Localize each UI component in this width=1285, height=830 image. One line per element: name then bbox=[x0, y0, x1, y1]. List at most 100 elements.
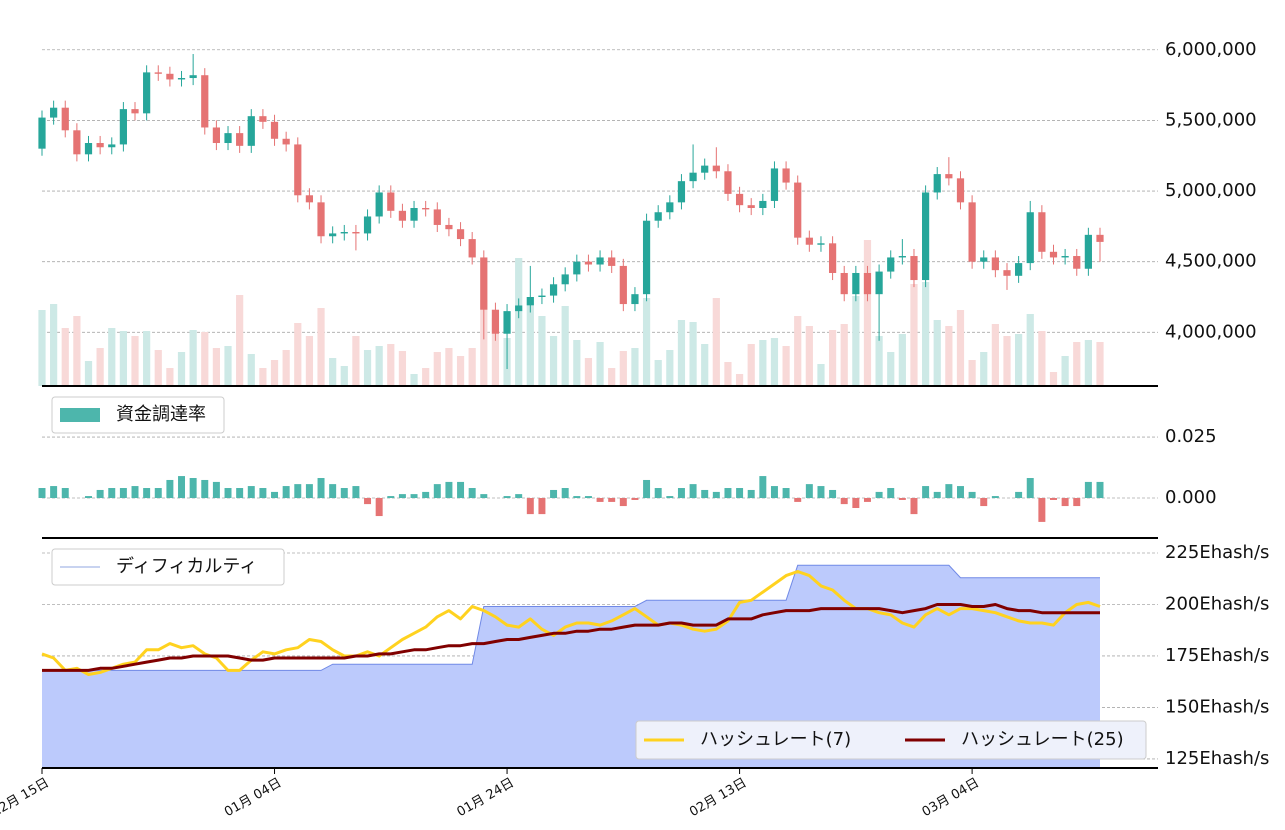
funding-bar bbox=[1015, 491, 1023, 499]
y-tick-label: 0.000 bbox=[1165, 487, 1217, 508]
candle-body bbox=[96, 143, 104, 148]
legend-label: ハッシュレート(7) bbox=[700, 729, 851, 750]
volume-bar bbox=[526, 306, 534, 386]
candle-body bbox=[782, 168, 790, 183]
volume-bar bbox=[50, 304, 58, 386]
funding-bar bbox=[433, 484, 441, 499]
funding-bar bbox=[643, 479, 651, 499]
volume-bar bbox=[794, 316, 802, 386]
volume-bar bbox=[922, 282, 930, 386]
funding-bar bbox=[422, 491, 430, 499]
funding-bar bbox=[375, 498, 383, 517]
volume-bar bbox=[422, 368, 430, 386]
hashrate-line bbox=[41, 570, 1101, 676]
funding-bar bbox=[410, 494, 418, 499]
volume-bar bbox=[468, 348, 476, 386]
legend-swatch bbox=[60, 408, 100, 422]
candle-body bbox=[956, 178, 965, 203]
volume-bar bbox=[1038, 331, 1046, 386]
funding-bar bbox=[526, 498, 534, 515]
volume-bar bbox=[143, 331, 151, 386]
volume-bar bbox=[201, 332, 209, 386]
difficulty-area bbox=[42, 565, 1100, 768]
candle-body bbox=[422, 208, 430, 210]
funding-bar bbox=[364, 498, 372, 505]
volume-bar bbox=[154, 350, 162, 386]
candle-body bbox=[177, 78, 186, 80]
funding-bar bbox=[712, 491, 720, 499]
volume-bar bbox=[247, 354, 255, 386]
volume-bar bbox=[631, 348, 639, 386]
candle-body bbox=[212, 127, 220, 144]
y-tick-label: 5,500,000 bbox=[1165, 109, 1257, 130]
hashrate-line bbox=[42, 603, 1100, 672]
funding-bar bbox=[852, 498, 860, 509]
funding-bar bbox=[980, 498, 988, 507]
candle-body bbox=[549, 284, 558, 296]
candle-body bbox=[759, 200, 767, 208]
funding-bar bbox=[863, 498, 871, 502]
funding-bar bbox=[619, 498, 627, 507]
funding-bar bbox=[1061, 498, 1069, 507]
candle-body bbox=[887, 257, 895, 272]
legend-box bbox=[51, 548, 285, 586]
funding-bar bbox=[968, 491, 976, 499]
candle-body bbox=[329, 233, 337, 237]
funding-bar bbox=[538, 498, 546, 515]
candle-body bbox=[968, 202, 976, 262]
volume-bar bbox=[933, 320, 941, 386]
candle-body bbox=[701, 165, 709, 173]
volume-bar bbox=[387, 344, 395, 386]
candle-body bbox=[456, 229, 465, 240]
candle-body bbox=[828, 243, 837, 273]
candle-body bbox=[352, 232, 360, 234]
volume-bar bbox=[166, 368, 174, 386]
volume-bar bbox=[96, 348, 104, 386]
candle-body bbox=[317, 202, 325, 237]
funding-bar bbox=[945, 484, 953, 499]
y-tick-label: 225Ehash/s bbox=[1165, 542, 1269, 563]
volume-bar bbox=[1061, 356, 1069, 386]
candle-body bbox=[526, 297, 534, 306]
volume-bar bbox=[770, 338, 779, 386]
funding-bar bbox=[457, 481, 465, 499]
volume-bar bbox=[863, 240, 872, 386]
legend-label: ハッシュレート(25) bbox=[961, 729, 1124, 750]
candle-body bbox=[596, 257, 604, 265]
volume-bar bbox=[363, 350, 372, 386]
candle-body bbox=[1084, 234, 1092, 269]
funding-bar bbox=[224, 488, 232, 499]
funding-bar bbox=[608, 498, 616, 502]
volume-bar bbox=[968, 360, 976, 386]
volume-bar bbox=[329, 358, 337, 386]
volume-bar bbox=[352, 336, 360, 386]
candle-body bbox=[84, 143, 93, 155]
volume-bar bbox=[642, 298, 651, 386]
candle-body bbox=[712, 165, 720, 172]
candle-body bbox=[73, 130, 81, 155]
candle-body bbox=[573, 261, 581, 275]
volume-bar bbox=[747, 344, 755, 386]
funding-bar bbox=[817, 486, 825, 499]
volume-bar bbox=[724, 362, 732, 386]
funding-bar bbox=[1026, 478, 1034, 499]
candle-body bbox=[38, 117, 46, 149]
candle-body bbox=[875, 271, 883, 295]
funding-bar bbox=[38, 488, 46, 499]
volume-bar bbox=[61, 328, 69, 386]
candle-body bbox=[689, 172, 697, 182]
legend-box bbox=[635, 720, 1147, 760]
funding-bar bbox=[247, 486, 255, 499]
funding-bar bbox=[584, 496, 592, 499]
candle-body bbox=[1073, 256, 1081, 269]
candle-body bbox=[945, 174, 953, 179]
candle-body bbox=[503, 311, 511, 334]
candle-body bbox=[398, 210, 407, 221]
funding-bar bbox=[1050, 498, 1057, 500]
funding-bar bbox=[794, 498, 802, 502]
candle-body bbox=[747, 205, 755, 208]
volume-bar bbox=[1015, 334, 1023, 386]
funding-bar bbox=[933, 491, 941, 499]
funding-bar bbox=[1096, 481, 1104, 499]
candle-body bbox=[654, 212, 662, 221]
